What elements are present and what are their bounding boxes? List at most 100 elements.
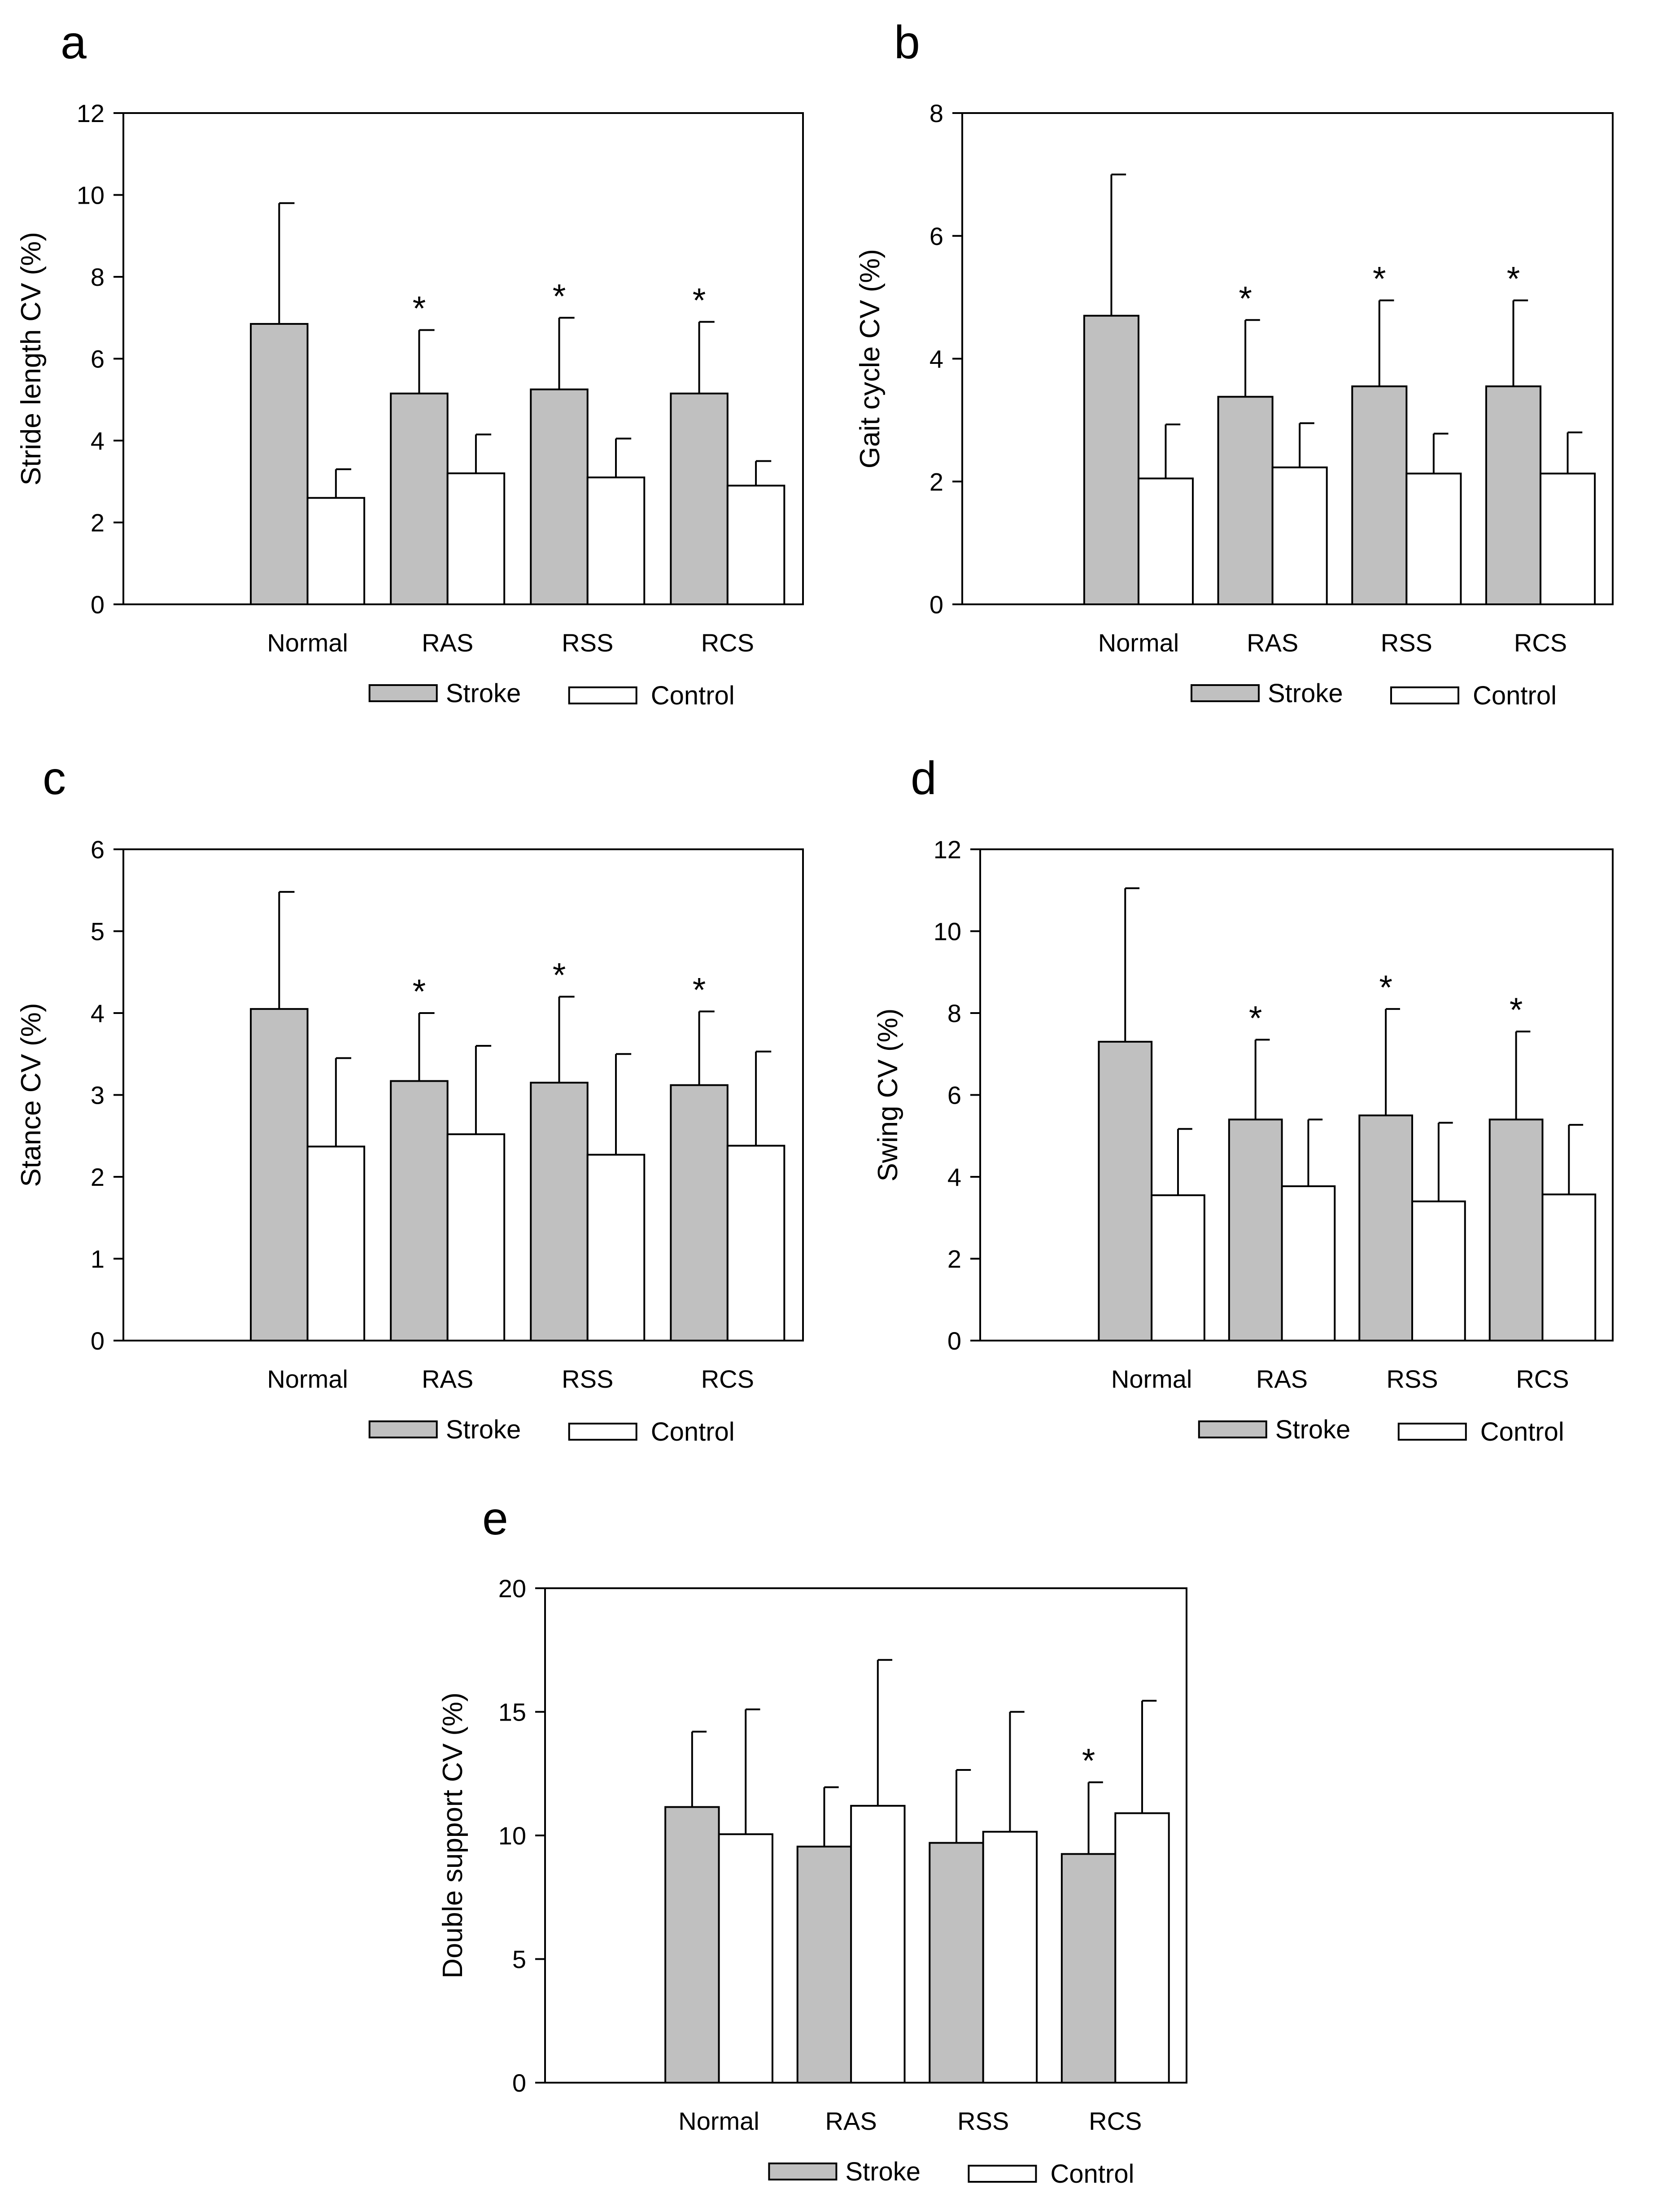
significance-marker: * [1507, 260, 1520, 298]
legend-swatch-stroke [1198, 1420, 1267, 1438]
panel-letter: d [911, 752, 937, 804]
y-tick-label: 8 [929, 99, 943, 127]
panel-a: a 0 2 4 6 8 10 12 Stride length CV (%) Normal * RAS… [16, 17, 804, 710]
y-tick-label: 6 [91, 835, 105, 864]
bar-stroke [1358, 1114, 1414, 1341]
x-tick-label: RCS [1089, 2107, 1142, 2135]
bar-group-rss [929, 1711, 1038, 2084]
y-tick-label: 8 [91, 263, 105, 291]
x-tick-label: Normal [678, 2107, 759, 2135]
x-tick-label: RCS [701, 629, 754, 657]
x-tick-label: RSS [562, 629, 613, 657]
legend-label-stroke: Stroke [845, 2157, 921, 2186]
bar-stroke [670, 1084, 729, 1342]
x-tick-label: Normal [1111, 1365, 1192, 1393]
legend-swatch-stroke [768, 2163, 838, 2180]
legend: Stroke Control [368, 679, 735, 710]
significance-marker: * [693, 281, 706, 319]
bar-group-normal [664, 1708, 773, 2084]
bar-control [306, 1145, 366, 1342]
bar-stroke [1098, 1040, 1153, 1341]
bar-stroke [1228, 1118, 1283, 1341]
y-tick-label: 10 [77, 181, 105, 210]
bar-group-ras: * [390, 290, 506, 605]
bar-control [982, 1831, 1038, 2084]
bar-stroke [530, 1082, 589, 1341]
bar-control [1114, 1812, 1170, 2084]
bar-control [726, 1145, 785, 1341]
panel-e: e 0 5 10 15 20 Double support CV (%) Normal RAS R… [437, 1493, 1187, 2189]
y-tick-label: 2 [929, 467, 943, 496]
x-tick-label: Normal [1098, 629, 1179, 657]
y-tick-label: 10 [934, 918, 961, 946]
bar-control [1405, 472, 1462, 606]
x-tick-label: RAS [422, 629, 473, 657]
y-axis-label: Stride length CV (%) [16, 232, 47, 485]
y-tick-label: 4 [947, 1163, 961, 1191]
bar-group-normal [250, 202, 366, 605]
legend-swatch-control [568, 686, 637, 704]
bar-group-rcs: * [1485, 260, 1596, 606]
y-tick-label: 6 [91, 345, 105, 373]
bar-control [306, 497, 366, 605]
bar-control [850, 1804, 906, 2084]
bar-stroke [250, 323, 309, 605]
significance-marker: * [553, 957, 566, 995]
significance-marker: * [1082, 1742, 1095, 1780]
y-tick-label: 6 [947, 1081, 961, 1110]
legend-swatch-control [968, 2165, 1037, 2183]
bar-group-ras: * [390, 973, 506, 1342]
panel-letter: a [61, 17, 87, 69]
bar-control [1151, 1194, 1205, 1341]
bar-control [726, 485, 785, 605]
y-tick-label: 4 [929, 345, 943, 373]
bar-stroke [929, 1842, 984, 2084]
y-tick-label: 12 [77, 99, 105, 127]
bar-group-rcs: * [670, 281, 785, 605]
y-tick-label: 2 [91, 509, 105, 537]
legend-swatch-stroke [1191, 684, 1260, 702]
bar-stroke [530, 388, 589, 605]
significance-marker: * [693, 971, 706, 1009]
y-axis-label: Gait cycle CV (%) [855, 249, 886, 468]
legend: Stroke Control [368, 1415, 735, 1446]
bar-group-rss: * [1358, 969, 1466, 1341]
legend-swatch-control [1397, 1423, 1467, 1441]
x-tick-label: RCS [1516, 1365, 1569, 1393]
x-tick-label: RAS [422, 1365, 473, 1393]
y-tick-label: 4 [91, 999, 105, 1027]
y-tick-label: 20 [498, 1574, 526, 1603]
significance-marker: * [1249, 999, 1262, 1037]
bar-stroke [1485, 385, 1542, 605]
x-tick-label: RSS [562, 1365, 613, 1393]
bar-stroke [250, 1008, 309, 1341]
bar-group-normal [250, 891, 366, 1342]
legend-label-stroke: Stroke [1268, 679, 1343, 708]
legend-label-control: Control [1050, 2159, 1134, 2189]
x-tick-label: Normal [267, 629, 348, 657]
y-axis-label: Double support CV (%) [437, 1692, 468, 1979]
panel-d: d 0 2 4 6 8 10 12 Swing CV (%) Normal * RAS * RSS * RCS… [873, 752, 1614, 1446]
bar-group-rcs: * [1488, 991, 1597, 1342]
bar-stroke [1351, 385, 1408, 605]
significance-marker: * [413, 290, 426, 328]
bar-control [586, 476, 646, 605]
y-tick-label: 5 [512, 1945, 526, 1974]
bar-group-normal [1098, 887, 1205, 1341]
legend: Stroke Control [768, 2157, 1134, 2189]
bar-group-ras: * [1228, 999, 1336, 1342]
bar-stroke [1488, 1118, 1544, 1341]
legend-label-control: Control [651, 1417, 735, 1446]
bar-group-ras: * [1217, 280, 1328, 606]
bar-group-rcs: * [670, 971, 785, 1342]
legend-swatch-stroke [368, 1420, 438, 1438]
significance-marker: * [413, 973, 426, 1011]
bar-group-rcs: * [1060, 1700, 1170, 2084]
panel-c: c 0 1 2 3 4 5 6 Stance CV (%) Normal * RAS * RSS * RCS S… [16, 752, 804, 1446]
x-tick-label: RAS [825, 2107, 877, 2135]
y-tick-label: 2 [947, 1245, 961, 1273]
significance-marker: * [1510, 991, 1523, 1029]
legend-swatch-control [568, 1423, 637, 1441]
significance-marker: * [553, 277, 566, 315]
